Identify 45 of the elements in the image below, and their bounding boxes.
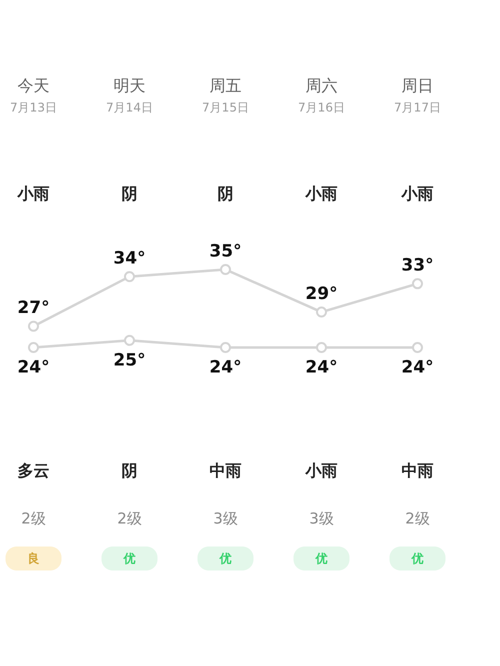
text: 小雨 [400,184,434,203]
text: 良 [28,552,40,566]
text: 2级 [405,510,430,528]
text: 中雨 [210,461,242,480]
point [124,334,135,346]
x-tick-label: 周日 7月17日 [394,76,441,114]
text: 优 [122,552,136,566]
text: 小雨 [304,461,338,480]
text: 2级 [21,510,46,528]
x-tick-label: 明天 7月14日 [106,76,153,114]
text: 3级 [309,510,334,528]
point [316,342,327,353]
data-label: 25° [113,350,146,370]
text: 优 [314,552,328,566]
point [412,278,423,290]
point [28,342,39,353]
data-label: 29° [305,284,338,304]
data-label: 24° [305,358,338,378]
data-label: 35° [209,242,242,262]
data-label: 27° [17,298,50,318]
text: 阴 [122,184,138,203]
x-tick-label: 今天 7月13日 [10,76,57,114]
data-label: 24° [401,358,434,378]
text: 小雨 [16,184,50,203]
point [316,306,327,318]
text: 阴 [218,184,234,203]
data-label: 24° [17,358,50,378]
point [220,342,231,353]
data-label: 33° [401,256,434,276]
data-label: 34° [113,248,146,269]
point [220,264,231,275]
text: 多云 [18,461,50,480]
x-tick-label: 周六 7月16日 [298,76,345,114]
point [412,342,423,353]
text: 3级 [213,510,238,528]
point [28,320,39,332]
text: 优 [218,552,232,566]
text: 2级 [117,510,142,528]
point [124,271,135,282]
text: 优 [410,552,424,566]
data-label: 24° [209,358,242,378]
text: 小雨 [304,184,338,203]
text: 中雨 [402,461,434,480]
text: 阴 [122,461,138,480]
x-tick-label: 周五 7月15日 [202,76,249,114]
